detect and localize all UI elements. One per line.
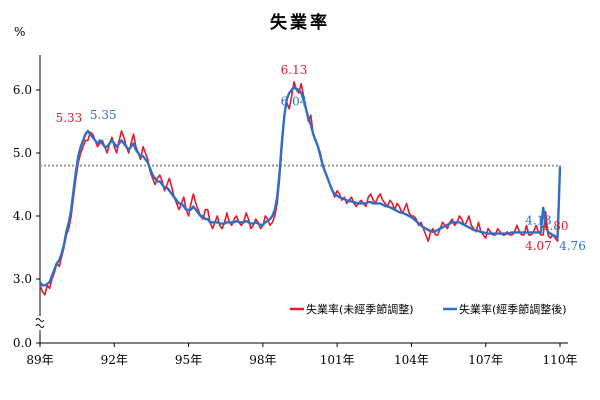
legend-label-unadjusted: 失業率(未經季節調整) [306,302,414,316]
annotations: 5.33 5.35 6.13 6.04 4.13 4.07 4.80 4.76 [56,63,586,253]
data-label-5-33: 5.33 [56,111,83,125]
chart-legend: 失業率(未經季節調整) 失業率(經季節調整後) [290,302,567,316]
x-tick-label: 98年 [249,353,276,367]
data-label-4-13: 4.13 [525,213,552,227]
x-tick-label: 110年 [543,353,578,367]
y-tick-label: 3.0 [13,272,32,286]
axis-break-mark [35,318,45,328]
x-tick-label: 95年 [175,353,202,367]
data-label-6-04: 6.04 [281,94,308,108]
series-unadjusted-line [39,81,561,296]
x-tick-label: 101年 [320,353,355,367]
series-adjusted-line [39,86,562,287]
x-tick-label: 92年 [101,353,128,367]
data-label-4-07: 4.07 [525,239,552,253]
data-label-6-13: 6.13 [281,63,308,77]
series-lines [39,81,562,296]
y-tick-label: 6.0 [13,83,32,97]
x-tick-label: 89年 [26,353,53,367]
data-label-4-76: 4.76 [559,239,586,253]
y-tick-label: 4.0 [13,209,32,223]
y-tick-label: 0.0 [13,336,32,350]
data-label-5-35: 5.35 [90,108,117,122]
y-tick-label: 5.0 [13,146,32,160]
data-label-4-80: 4.80 [542,219,569,233]
legend-label-adjusted: 失業率(經季節調整後) [459,302,567,316]
chart-title: 失業率 [270,13,330,33]
x-tick-label: 104年 [394,353,429,367]
y-axis-unit: % [14,25,25,39]
x-tick-label: 107年 [468,353,503,367]
chart-axes: 0.0 3.0 4.0 5.0 6.0% 89年 92年 95年 98年 101年 104年 107年… [13,25,578,367]
